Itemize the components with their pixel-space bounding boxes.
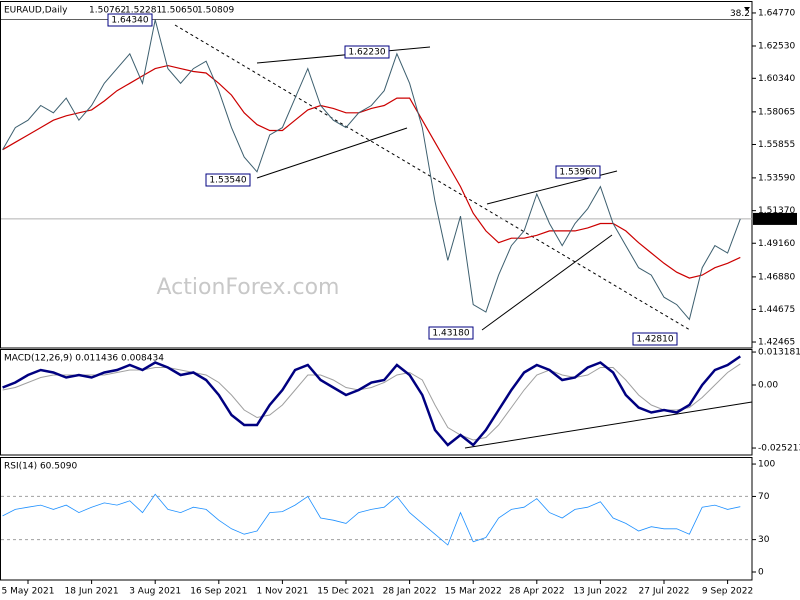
rsi-panel [0,457,753,581]
last-price-label: 1.50809 [757,214,794,224]
trendline [174,24,691,331]
annotation-box [344,45,390,59]
y-tick-label: -0.025213 [758,444,800,454]
symbol: EURAUD,Daily [4,6,68,16]
annotation: 1.53540 [209,176,246,186]
y-tick-label: 70 [758,492,770,502]
panel-title: MACD(12,26,9) 0.011436 0.008434 [4,354,164,364]
y-tick-label: 1.51370 [758,206,795,216]
y-tick-label: 1.44675 [758,305,795,315]
trendline [256,46,431,64]
ohlc-high: 1.52281 [125,6,162,16]
y-tick-label: 0.00 [758,381,778,391]
y-tick-label: 1.46880 [758,272,795,282]
annotation: 1.43180 [432,329,469,339]
y-tick-label: 1.62530 [758,41,795,51]
y-tick-label: 100 [758,460,775,470]
series-line [2,355,742,447]
y-tick-label: 1.60340 [758,74,795,84]
y-tick-label: 1.58065 [758,107,795,117]
price-panel [0,1,753,349]
ohlc-low: 1.50650 [161,6,198,16]
y-tick-label: 1.55855 [758,140,795,150]
x-tick-label: 3 Aug 2021 [129,587,181,597]
x-tick-label: 27 Jul 2022 [639,587,690,597]
series-line [2,493,741,546]
x-tick-label: 1 Nov 2021 [256,587,308,597]
ohlc-open: 1.50762 [89,6,126,16]
annotation-box [107,13,153,27]
y-tick-label: 0.013181 [758,348,800,358]
annotation: 1.62230 [348,48,385,58]
annotation: 1.64340 [111,16,148,26]
annotation-box [428,326,474,340]
watermark: ActionForex.com [157,275,340,300]
trendline [464,401,753,449]
annotation: 1.53960 [559,168,596,178]
y-tick-label: 1.64770 [758,8,795,18]
annotation: 1.42810 [636,335,673,345]
trendline [481,234,613,331]
series-line [2,64,741,279]
x-tick-label: 28 Jan 2022 [383,587,437,597]
x-tick-label: 16 Sep 2021 [190,587,247,597]
y-tick-label: 1.42465 [758,338,795,348]
x-tick-label: 28 Apr 2022 [509,587,565,597]
annotation-box [632,332,678,346]
x-tick-label: 15 Mar 2022 [445,587,502,597]
series-line [2,363,741,441]
annotation-box [555,165,601,179]
y-tick-label: 1.49160 [758,239,795,249]
series-line [2,19,741,321]
x-tick-label: 5 May 2021 [2,587,55,597]
ohlc-close: 1.50809 [197,6,234,16]
annotation-box [205,173,251,187]
x-tick-label: 18 Jun 2021 [65,587,119,597]
trendline [256,127,408,179]
last-price-box [753,212,797,225]
y-tick-label: 30 [758,535,770,545]
x-tick-label: 13 Jun 2022 [573,587,627,597]
x-tick-label: 15 Dec 2021 [317,587,375,597]
x-tick-label: 9 Sep 2022 [702,587,753,597]
y-tick-label: 1.53590 [758,173,795,183]
fib-label: 38.2 [730,9,750,19]
y-tick-label: 0 [758,568,764,578]
dropdown-icon [744,7,750,11]
panel-title: RSI(14) 60.5090 [4,462,77,472]
